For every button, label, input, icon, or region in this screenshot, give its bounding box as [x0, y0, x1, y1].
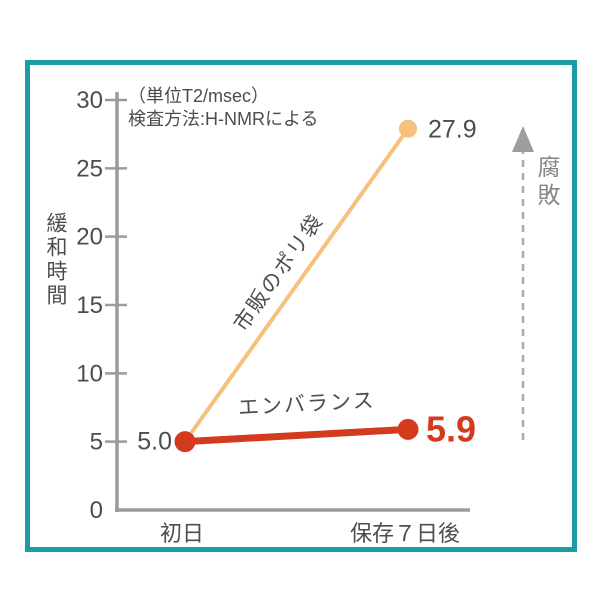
y-tick-label: 0	[90, 497, 103, 524]
y-tick-label: 10	[76, 360, 103, 387]
series-line-1	[181, 425, 412, 446]
decay-arrow-label: 腐敗	[534, 155, 560, 211]
x-category-day7: 保存７日後	[349, 521, 460, 546]
series-end-value-0: 27.9	[428, 116, 477, 144]
method-note: 検査方法:H-NMRによる	[128, 109, 319, 129]
y-tick-label: 5	[90, 429, 103, 456]
y-axis-title: 緩和時間	[44, 212, 67, 308]
series-point-0-1	[399, 119, 417, 138]
series-point-1-1	[397, 418, 419, 440]
series-end-value-1: 5.9	[426, 408, 476, 449]
y-tick-label: 30	[76, 87, 103, 114]
y-tick-label: 25	[76, 155, 103, 182]
decay-arrow-head	[512, 126, 534, 152]
series-start-value: 5.0	[137, 428, 172, 456]
unit-note: （単位T2/msec）	[128, 86, 270, 106]
series-line-0	[183, 126, 410, 444]
x-category-day0: 初日	[159, 521, 204, 546]
chart-notes: （単位T2/msec） 検査方法:H-NMRによる	[128, 85, 318, 131]
y-tick-label: 20	[76, 224, 103, 251]
series-point-1-0	[174, 431, 196, 453]
series-name-label-0: 市販のポリ袋	[230, 210, 329, 336]
y-tick-label: 15	[76, 292, 103, 319]
series-name-label-1: エンバランス	[237, 389, 376, 420]
